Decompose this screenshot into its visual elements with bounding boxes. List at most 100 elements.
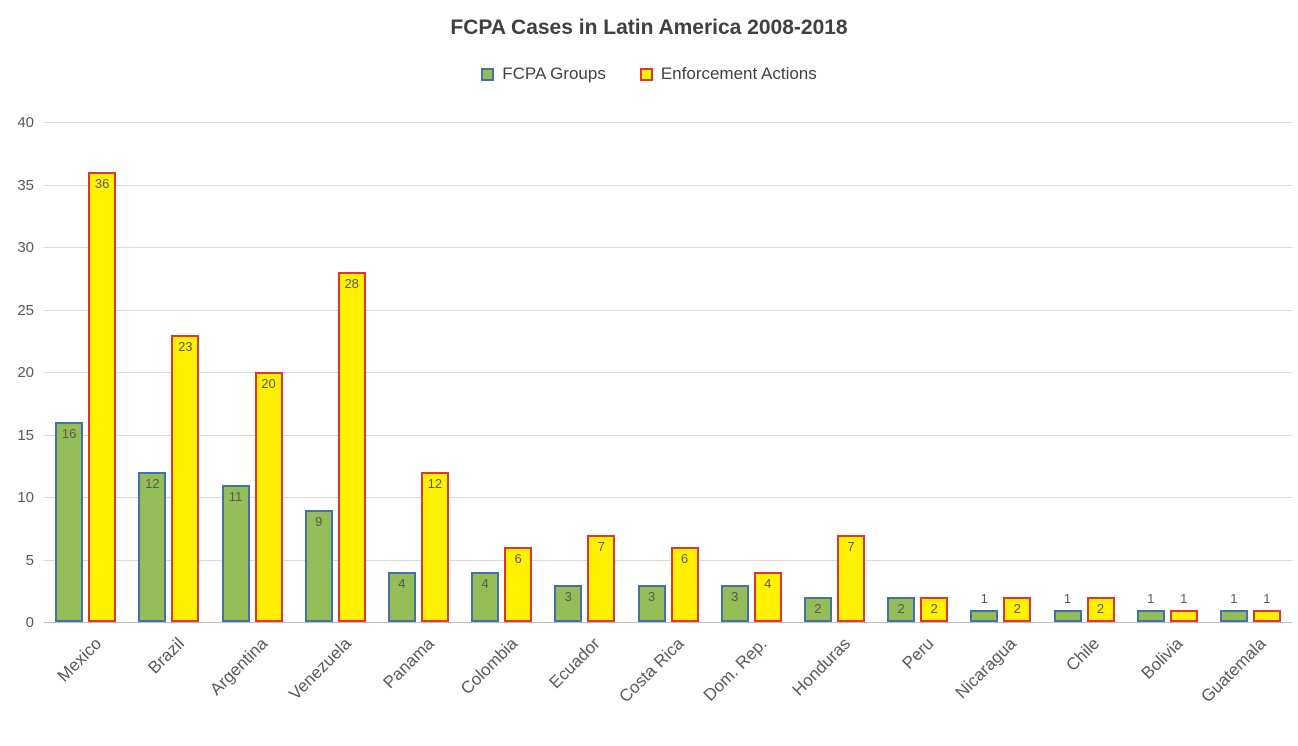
bar-fcpa-groups-argentina bbox=[221, 484, 250, 622]
legend-item-enforcement-actions: Enforcement Actions bbox=[639, 64, 817, 84]
chart-title: FCPA Cases in Latin America 2008-2018 bbox=[450, 16, 848, 39]
gridline-10 bbox=[44, 497, 1292, 498]
data-label-enforcement-actions-peru: 2 bbox=[930, 601, 938, 616]
data-label-fcpa-groups-panama: 4 bbox=[398, 576, 406, 591]
data-label-enforcement-actions-nicaragua: 2 bbox=[1013, 601, 1021, 616]
x-tick-label-bolivia: Bolivia bbox=[1137, 634, 1187, 683]
x-tick-label-panama: Panama bbox=[379, 634, 438, 693]
gridline-20 bbox=[44, 372, 1292, 373]
bar-enforcement-actions-guatemala bbox=[1252, 609, 1281, 622]
data-label-fcpa-groups-dom-rep: 3 bbox=[731, 588, 739, 604]
y-tick-label-0: 0 bbox=[25, 614, 34, 631]
data-label-fcpa-groups-chile: 1 bbox=[1063, 590, 1072, 606]
data-label-enforcement-actions-ecuador: 7 bbox=[597, 538, 605, 554]
data-label-enforcement-actions-chile: 2 bbox=[1096, 601, 1105, 616]
x-tick-label-chile: Chile bbox=[1062, 634, 1104, 675]
x-tick-label-brazil: Brazil bbox=[144, 634, 189, 678]
x-tick-label-mexico: Mexico bbox=[53, 634, 106, 686]
y-tick-label-35: 35 bbox=[17, 176, 34, 194]
data-label-fcpa-groups-guatemala: 1 bbox=[1230, 590, 1238, 606]
x-tick-label-venezuela: Venezuela bbox=[285, 634, 355, 704]
gridline-25 bbox=[44, 309, 1292, 311]
gridline-5 bbox=[44, 559, 1292, 561]
data-label-fcpa-groups-colombia: 4 bbox=[481, 576, 489, 591]
y-tick-label-30: 30 bbox=[17, 239, 34, 256]
data-label-fcpa-groups-brazil: 12 bbox=[145, 476, 160, 491]
data-label-fcpa-groups-honduras: 2 bbox=[814, 601, 822, 616]
bar-enforcement-actions-colombia bbox=[504, 547, 533, 622]
y-tick-label-20: 20 bbox=[17, 364, 34, 381]
x-axis-line bbox=[44, 622, 1292, 623]
bar-fcpa-groups-brazil bbox=[138, 472, 167, 622]
bar-fcpa-groups-bolivia bbox=[1136, 609, 1165, 622]
data-label-enforcement-actions-honduras: 7 bbox=[847, 538, 855, 554]
bar-fcpa-groups-costa-rica bbox=[637, 584, 666, 622]
bar-fcpa-groups-dom-rep bbox=[720, 584, 749, 622]
x-tick-label-ecuador: Ecuador bbox=[546, 634, 605, 693]
x-tick-label-peru: Peru bbox=[898, 634, 938, 673]
legend-swatch-enforcement-actions bbox=[639, 67, 653, 81]
data-label-enforcement-actions-dom-rep: 4 bbox=[764, 576, 772, 591]
x-tick-label-costa-rica: Costa Rica bbox=[615, 634, 688, 707]
data-label-enforcement-actions-costa-rica: 6 bbox=[680, 551, 689, 566]
bar-enforcement-actions-panama bbox=[420, 472, 449, 622]
bar-fcpa-groups-guatemala bbox=[1219, 609, 1248, 622]
bar-enforcement-actions-nicaragua bbox=[1003, 597, 1032, 622]
x-tick-label-dom-rep: Dom. Rep. bbox=[699, 634, 771, 705]
bar-enforcement-actions-mexico bbox=[88, 172, 117, 622]
data-label-enforcement-actions-brazil: 23 bbox=[178, 338, 193, 354]
bar-fcpa-groups-ecuador bbox=[554, 584, 583, 622]
data-label-fcpa-groups-costa-rica: 3 bbox=[647, 588, 656, 604]
bar-enforcement-actions-peru bbox=[920, 597, 949, 622]
legend-label: FCPA Groups bbox=[502, 64, 606, 83]
bar-enforcement-actions-argentina bbox=[254, 372, 283, 622]
bar-enforcement-actions-honduras bbox=[836, 534, 865, 622]
bar-enforcement-actions-venezuela bbox=[337, 272, 366, 622]
legend-swatch-fcpa-groups bbox=[481, 67, 495, 81]
data-label-enforcement-actions-venezuela: 28 bbox=[344, 276, 359, 291]
data-label-fcpa-groups-ecuador: 3 bbox=[564, 588, 572, 604]
bar-fcpa-groups-venezuela bbox=[304, 509, 333, 622]
x-tick-label-honduras: Honduras bbox=[788, 634, 854, 700]
data-label-fcpa-groups-peru: 2 bbox=[897, 601, 905, 616]
legend-label: Enforcement Actions bbox=[660, 64, 817, 83]
data-label-enforcement-actions-guatemala: 1 bbox=[1263, 590, 1271, 606]
bar-fcpa-groups-nicaragua bbox=[970, 609, 999, 622]
bar-fcpa-groups-honduras bbox=[803, 597, 832, 622]
data-label-fcpa-groups-nicaragua: 1 bbox=[980, 590, 988, 606]
bar-enforcement-actions-bolivia bbox=[1169, 609, 1198, 622]
data-label-fcpa-groups-mexico: 16 bbox=[61, 426, 77, 441]
y-tick-label-25: 25 bbox=[17, 301, 34, 319]
gridline-40 bbox=[44, 122, 1292, 123]
y-tick-label-15: 15 bbox=[17, 426, 34, 444]
gridline-30 bbox=[44, 247, 1292, 248]
data-label-enforcement-actions-mexico: 36 bbox=[94, 176, 110, 191]
data-label-enforcement-actions-panama: 12 bbox=[427, 476, 443, 491]
bar-enforcement-actions-brazil bbox=[171, 334, 200, 622]
data-label-fcpa-groups-argentina: 11 bbox=[228, 488, 243, 504]
legend-item-fcpa-groups: FCPA Groups bbox=[481, 64, 606, 84]
gridline-15 bbox=[44, 434, 1292, 436]
x-tick-label-nicaragua: Nicaragua bbox=[952, 634, 1021, 703]
gridline-35 bbox=[44, 184, 1292, 186]
bar-fcpa-groups-colombia bbox=[471, 572, 500, 622]
data-label-enforcement-actions-argentina: 20 bbox=[261, 376, 276, 391]
bar-enforcement-actions-costa-rica bbox=[670, 547, 699, 622]
data-label-fcpa-groups-bolivia: 1 bbox=[1147, 590, 1155, 606]
bar-fcpa-groups-mexico bbox=[55, 422, 84, 622]
data-label-enforcement-actions-colombia: 6 bbox=[514, 551, 522, 566]
x-tick-label-colombia: Colombia bbox=[456, 634, 522, 699]
bar-fcpa-groups-chile bbox=[1053, 609, 1082, 622]
bar-enforcement-actions-chile bbox=[1086, 597, 1115, 622]
y-tick-label-5: 5 bbox=[25, 551, 34, 569]
bar-fcpa-groups-panama bbox=[387, 572, 416, 622]
y-tick-label-40: 40 bbox=[17, 114, 34, 131]
y-tick-label-10: 10 bbox=[17, 489, 34, 506]
x-tick-label-argentina: Argentina bbox=[206, 634, 272, 699]
data-label-fcpa-groups-venezuela: 9 bbox=[315, 513, 323, 529]
legend: FCPA Groups Enforcement Actions bbox=[0, 64, 1298, 84]
bar-fcpa-groups-peru bbox=[887, 597, 916, 622]
x-tick-label-guatemala: Guatemala bbox=[1197, 634, 1270, 707]
